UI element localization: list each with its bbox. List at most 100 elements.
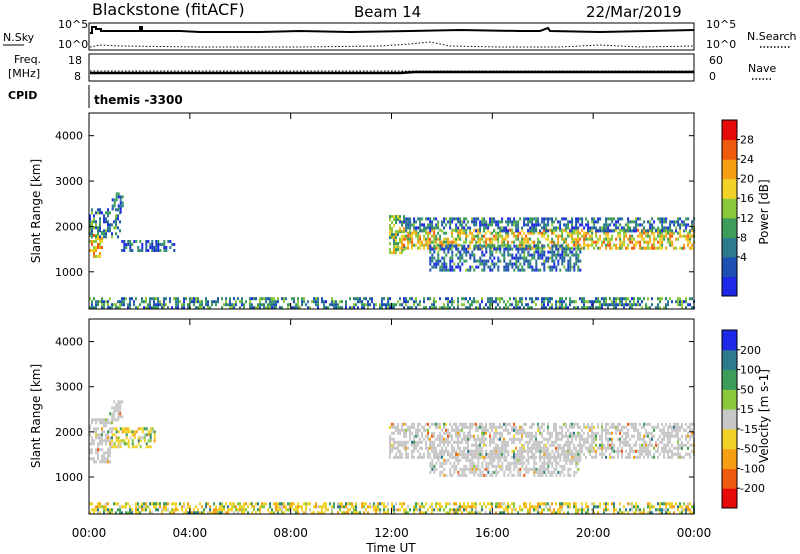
beam-title: Beam 14 [354,3,421,21]
heatmap-cell [539,428,541,432]
heatmap-cell [507,240,510,244]
heatmap-cell [619,231,622,235]
heatmap-cell [457,265,460,269]
heatmap-cell [463,240,466,244]
heatmap-cell [431,508,433,512]
heatmap-cell [141,436,144,440]
heatmap-cell [569,473,572,477]
heatmap-cell [419,223,422,227]
heatmap-cell [537,223,540,227]
heatmap-cell [95,460,97,464]
heatmap-cell [473,422,475,426]
heatmap-cell [147,249,150,252]
heatmap-cell [349,306,351,310]
heatmap-cell [551,431,553,435]
heatmap-cell [497,297,499,301]
heatmap-cell [545,455,548,459]
heatmap-cell [529,455,531,459]
heatmap-cell [577,247,580,251]
heatmap-cell [567,223,570,227]
heatmap-cell [675,502,677,506]
heatmap-cell [499,458,502,462]
heatmap-cell [201,511,203,515]
heatmap-cell [537,217,540,221]
heatmap-cell [551,237,554,241]
heatmap-cell [659,229,662,233]
heatmap-cell [425,434,427,438]
heatmap-cell [435,422,437,426]
heatmap-cell [465,297,467,301]
heatmap-cell [281,505,283,509]
heatmap-cell [567,247,570,251]
heatmap-cell [97,511,99,515]
heatmap-cell [637,508,639,512]
heatmap-cell [455,458,458,462]
heatmap-cell [95,240,97,243]
heatmap-cell [491,297,493,301]
heatmap-cell [487,502,489,506]
heatmap-cell [235,303,237,307]
heatmap-cell [579,437,581,441]
heatmap-cell [111,421,113,425]
heatmap-cell [409,437,411,441]
heatmap-cell [655,425,657,429]
heatmap-cell [445,473,448,477]
heatmap-cell [149,508,151,512]
heatmap-cell [477,244,480,248]
heatmap-cell [213,300,215,304]
heatmap-cell [501,431,503,435]
heatmap-cell [437,243,440,247]
heatmap-cell [93,508,95,512]
heatmap-cell [393,508,395,512]
heatmap-cell [631,240,634,244]
heatmap-cell [453,467,456,471]
heatmap-cell [441,240,444,244]
heatmap-cell [483,244,486,248]
heatmap-cell [455,240,458,244]
heatmap-cell [111,303,113,307]
heatmap-cell [585,223,588,227]
heatmap-cell [507,508,509,512]
heatmap-cell [99,252,101,255]
heatmap-cell [521,234,524,238]
heatmap-cell [413,434,415,438]
heatmap-cell [115,436,118,440]
heatmap-cell [547,470,550,474]
heatmap-cell [491,262,494,266]
heatmap-cell [605,220,608,224]
heatmap-cell [541,300,543,304]
heatmap-cell [455,464,458,468]
heatmap-cell [669,237,672,241]
heatmap-cell [413,228,416,232]
heatmap-cell [525,502,527,506]
heatmap-cell [621,240,624,244]
heatmap-cell [577,455,579,459]
heatmap-cell [495,446,497,450]
heatmap-cell [353,511,355,515]
heatmap-cell [645,422,647,426]
heatmap-cell [417,237,420,241]
heatmap-cell [583,437,585,441]
heatmap-cell [221,508,223,512]
heatmap-cell [117,436,120,440]
heatmap-cell [199,511,201,515]
heatmap-cell [501,434,503,438]
heatmap-cell [457,262,460,266]
heatmap-cell [611,246,614,250]
heatmap-cell [455,237,458,241]
heatmap-cell [475,502,477,506]
heatmap-cell [583,440,585,444]
heatmap-cell [279,502,281,506]
heatmap-cell [517,300,519,304]
heatmap-cell [293,502,295,506]
heatmap-cell [677,455,679,459]
heatmap-cell [105,508,107,512]
heatmap-cell [505,306,507,310]
heatmap-cell [451,437,453,441]
heatmap-cell [685,434,687,438]
heatmap-cell [117,442,120,446]
heatmap-cell [605,243,608,247]
heatmap-cell [439,268,442,272]
heatmap-cell [455,422,457,426]
heatmap-cell [517,473,520,477]
